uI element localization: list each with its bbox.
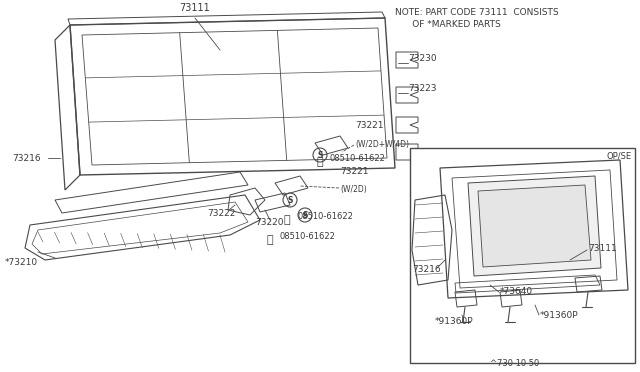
Text: Ⓝ: Ⓝ <box>284 215 291 225</box>
Polygon shape <box>478 185 591 267</box>
Text: OP/SE: OP/SE <box>607 151 632 160</box>
Text: 73111: 73111 <box>588 244 617 253</box>
Text: 73222: 73222 <box>207 208 236 218</box>
Text: *91360P: *91360P <box>435 317 474 327</box>
Text: 73223: 73223 <box>408 83 436 93</box>
Text: OF *MARKED PARTS: OF *MARKED PARTS <box>395 20 500 29</box>
Text: Ⓝ: Ⓝ <box>317 157 323 167</box>
Text: (W/2D): (W/2D) <box>340 185 367 194</box>
Text: 08510-61622: 08510-61622 <box>280 231 336 241</box>
Text: 73230: 73230 <box>408 54 436 62</box>
FancyBboxPatch shape <box>410 148 635 363</box>
Text: S: S <box>317 151 323 160</box>
Text: 73216: 73216 <box>12 154 40 163</box>
Text: 73221: 73221 <box>340 167 369 176</box>
Text: *73640: *73640 <box>500 288 533 296</box>
Text: S: S <box>302 211 308 219</box>
Text: NOTE: PART CODE 73111  CONSISTS: NOTE: PART CODE 73111 CONSISTS <box>395 8 559 17</box>
Text: Ⓝ: Ⓝ <box>267 235 273 245</box>
Text: 08510-61622: 08510-61622 <box>297 212 353 221</box>
Text: 08510-61622: 08510-61622 <box>330 154 386 163</box>
Text: 73216: 73216 <box>412 266 440 275</box>
Text: 73111: 73111 <box>180 3 211 13</box>
Text: *73210: *73210 <box>5 258 38 267</box>
Text: 73221: 73221 <box>355 121 383 130</box>
Text: ^730 10 50: ^730 10 50 <box>490 359 540 368</box>
Text: *91360P: *91360P <box>540 311 579 320</box>
Text: 73220: 73220 <box>255 218 284 227</box>
Polygon shape <box>468 176 601 276</box>
Text: (W/2D+W/4D): (W/2D+W/4D) <box>355 140 409 149</box>
Text: S: S <box>287 196 292 205</box>
